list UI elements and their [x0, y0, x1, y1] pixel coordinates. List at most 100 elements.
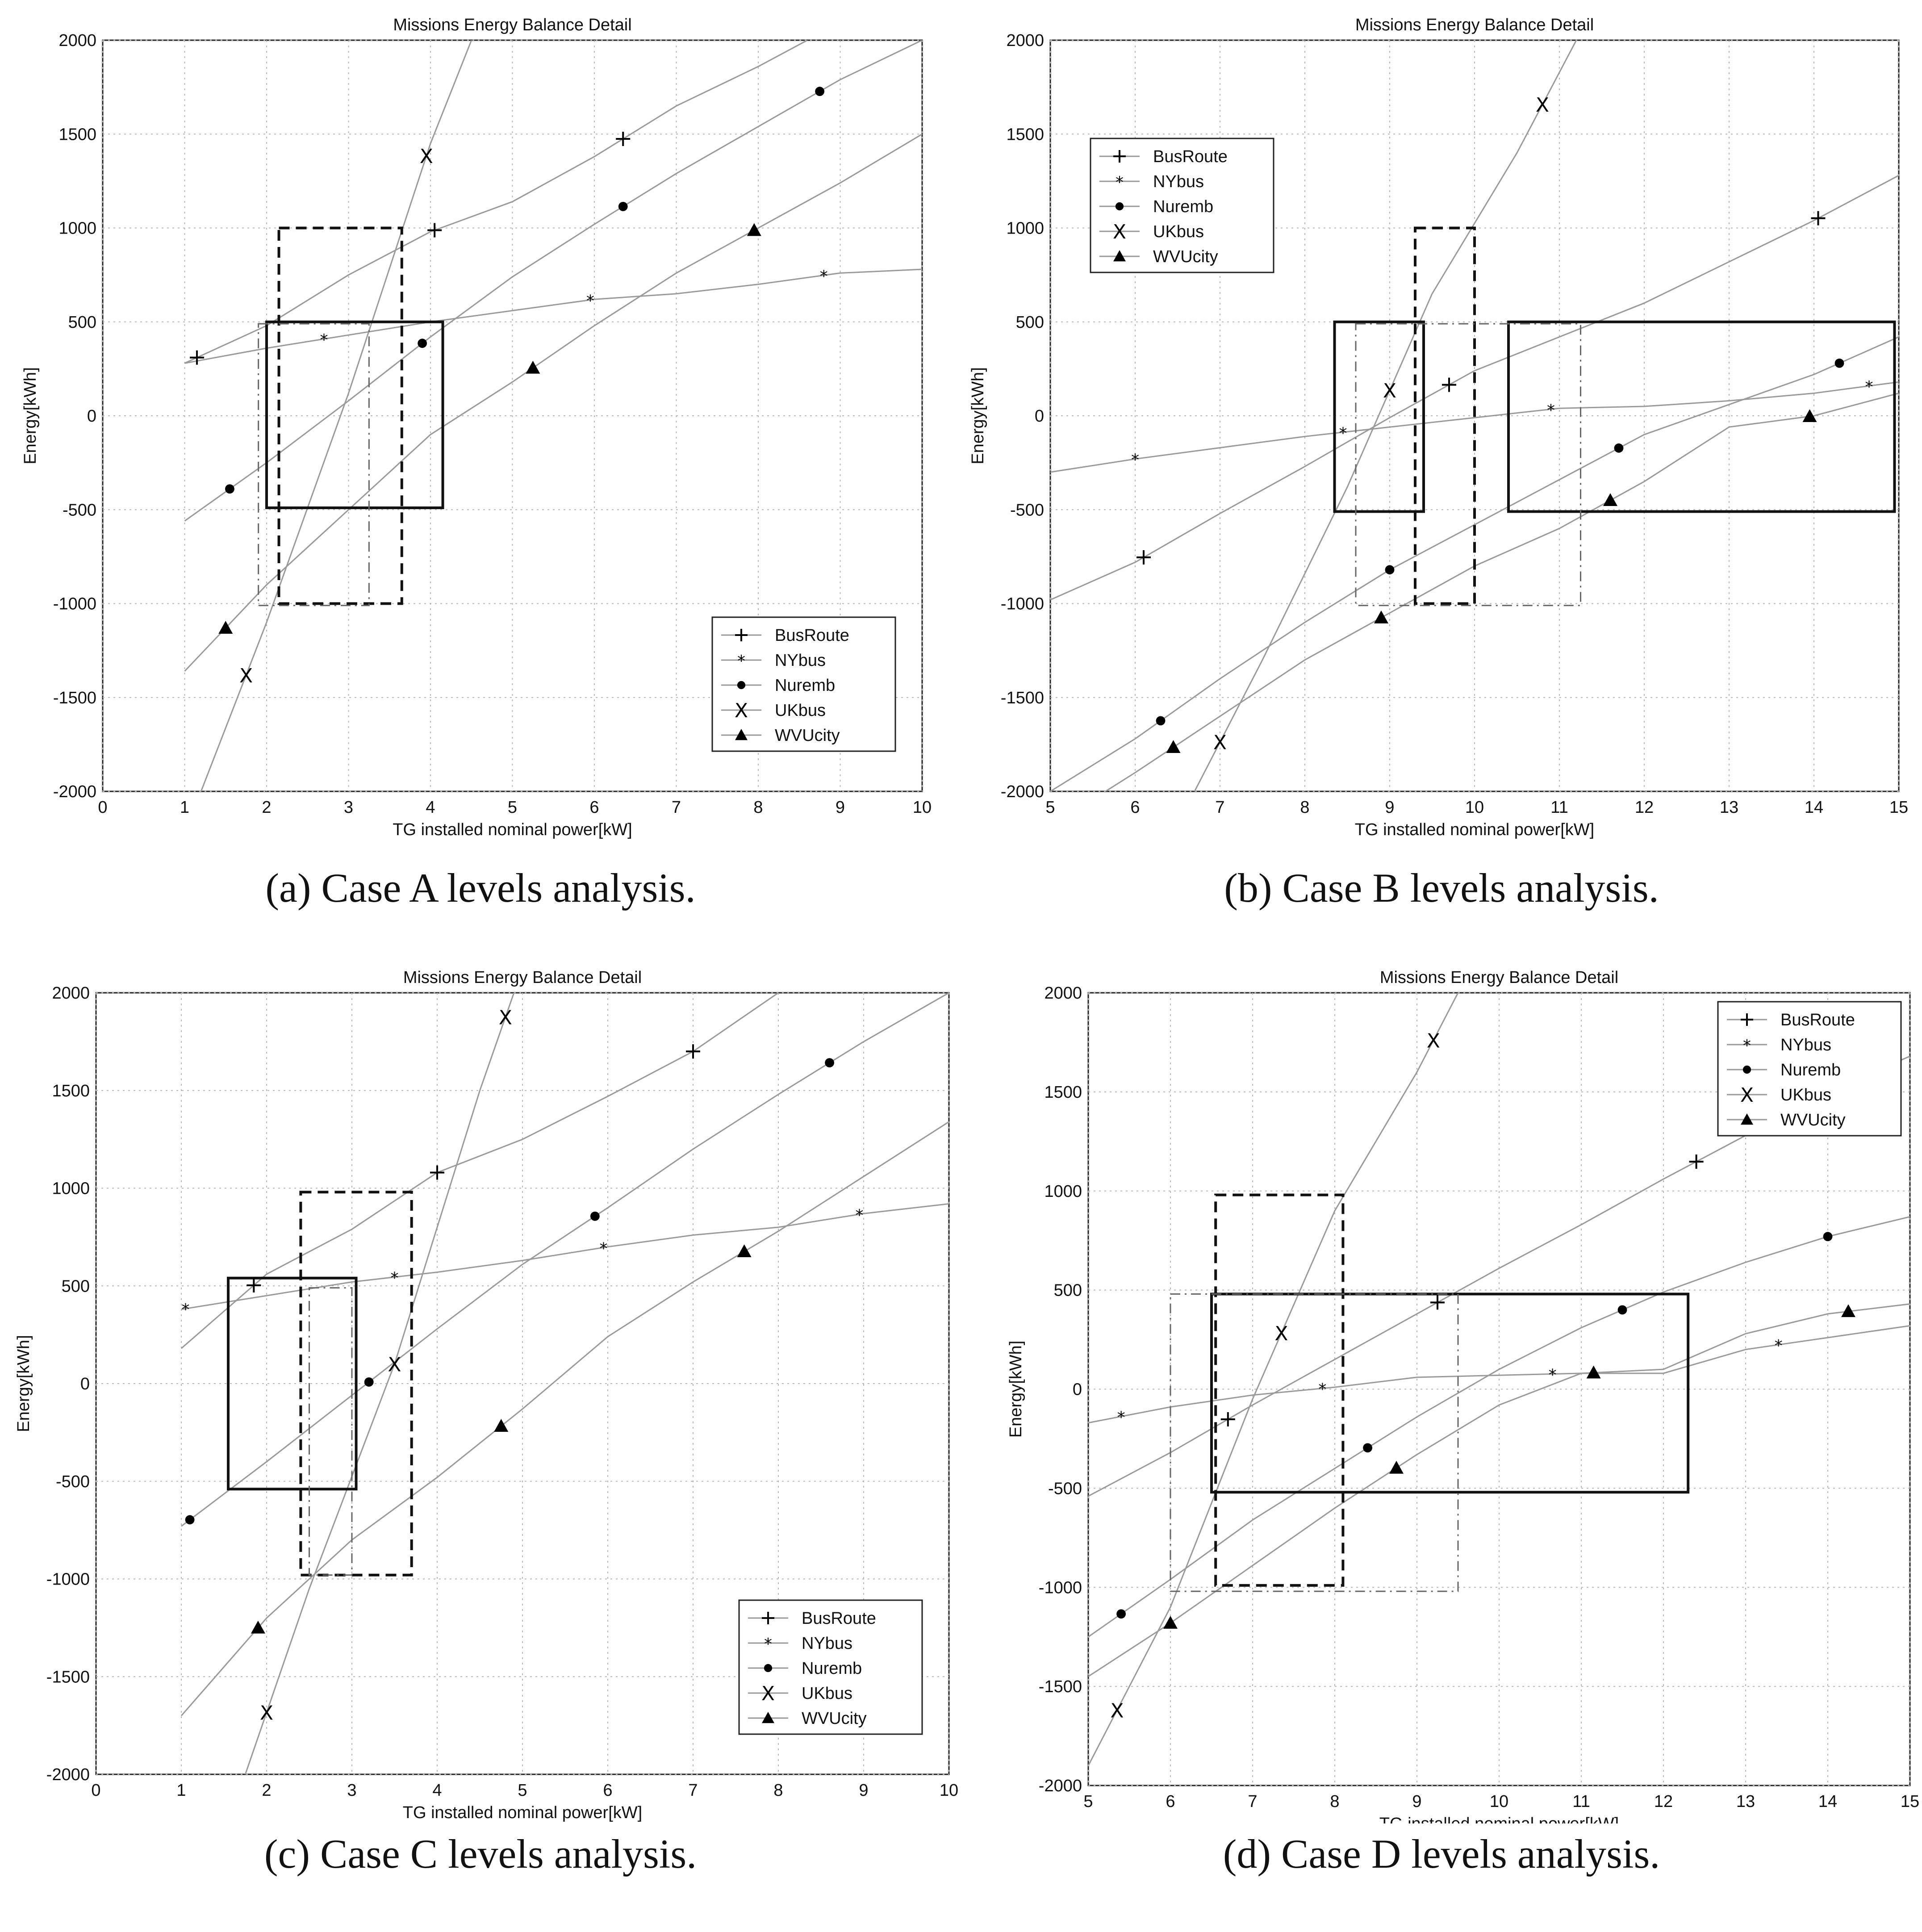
data-marker-nuremb	[618, 201, 628, 211]
x-tick-label: 8	[753, 798, 763, 817]
y-tick-label: -1000	[1001, 595, 1044, 614]
data-marker-nybus: *	[820, 267, 828, 285]
y-tick-label: 0	[1035, 407, 1044, 426]
x-tick-label: 8	[1300, 798, 1309, 817]
x-tick-label: 6	[603, 1781, 612, 1800]
y-tick-label: 500	[1016, 313, 1044, 332]
x-tick-label: 14	[1805, 798, 1823, 817]
data-marker-nybus: *	[855, 1206, 863, 1225]
y-tick-label: 2000	[58, 31, 96, 50]
legend-marker-nybus: *	[1116, 173, 1124, 192]
data-marker-nuremb	[1834, 358, 1844, 368]
y-tick-label: -500	[1048, 1479, 1082, 1498]
y-tick-label: -1000	[46, 1570, 90, 1589]
data-marker-ukbus: X	[420, 145, 433, 168]
x-tick-label: 9	[859, 1781, 868, 1800]
data-marker-wvucity	[1841, 1304, 1855, 1317]
legend-label: NYbus	[802, 1634, 852, 1653]
level-box-solid	[1210, 1292, 1690, 1494]
data-marker-nuremb	[1823, 1232, 1833, 1242]
data-marker-nuremb	[1156, 716, 1166, 726]
legend-label: UKbus	[775, 701, 826, 720]
x-tick-label: 11	[1572, 1792, 1590, 1811]
legend-label: NYbus	[1153, 172, 1204, 191]
legend-marker-nuremb	[764, 1664, 773, 1673]
data-marker-nybus: *	[1131, 451, 1139, 469]
series-line-busroute	[181, 993, 779, 1349]
y-tick-label: 500	[68, 313, 96, 332]
data-marker-nybus: *	[1318, 1380, 1326, 1399]
legend-label: WVUcity	[1153, 247, 1218, 266]
data-marker-nybus: *	[182, 1301, 190, 1319]
x-tick-label: 5	[508, 798, 517, 817]
chart-title: Missions Energy Balance Detail	[1380, 968, 1618, 987]
level-box-dashdot	[1170, 1293, 1459, 1592]
data-marker-wvucity	[1802, 409, 1817, 422]
legend-label: WVUcity	[802, 1709, 867, 1728]
legend-label: BusRoute	[775, 626, 849, 645]
caption: (a) Case A levels analysis.	[265, 865, 696, 911]
data-marker-busroute	[1220, 1412, 1235, 1426]
legend-marker-wvucity	[1113, 250, 1126, 262]
chart-title: Missions Energy Balance Detail	[403, 968, 642, 987]
legend-label: UKbus	[1780, 1086, 1831, 1104]
data-marker-nuremb	[825, 1058, 834, 1068]
chart-panel-b: Missions Energy Balance Detail TG instal…	[961, 0, 1922, 966]
x-tick-label: 5	[1045, 798, 1055, 817]
x-tick-label: 13	[1736, 1792, 1755, 1811]
data-marker-ukbus: X	[388, 1353, 401, 1376]
x-axis-label: TG installed nominal power[kW]	[1355, 820, 1594, 839]
x-tick-label: 12	[1654, 1792, 1673, 1811]
data-marker-nuremb	[1614, 443, 1624, 453]
y-tick-label: -1000	[1039, 1578, 1082, 1597]
legend-marker-busroute	[1741, 1013, 1753, 1026]
legend-label: BusRoute	[1153, 147, 1228, 166]
data-marker-nybus: *	[1865, 378, 1873, 396]
series-line-nybus	[1050, 381, 1899, 473]
y-tick-label: -1000	[53, 595, 96, 614]
chart-panel-d: Missions Energy Balance Detail TG instal…	[961, 966, 1922, 1932]
data-marker-busroute	[1442, 377, 1456, 392]
data-marker-nybus: *	[1549, 1366, 1557, 1384]
y-tick-label: -2000	[1001, 782, 1044, 801]
series-line-ukbus	[200, 40, 472, 791]
series-line-wvucity	[184, 134, 922, 672]
legend-label: Nuremb	[775, 676, 835, 695]
x-tick-label: 4	[426, 798, 435, 817]
x-tick-label: 1	[176, 1781, 186, 1800]
y-axis-label: Energy[kWh]	[21, 367, 40, 464]
x-tick-label: 7	[688, 1781, 698, 1800]
level-box-solid	[1507, 320, 1896, 513]
legend-marker-ukbus: X	[735, 699, 748, 722]
y-tick-label: -1500	[1001, 689, 1044, 707]
x-tick-label: 5	[1083, 1792, 1093, 1811]
data-marker-wvucity	[1603, 493, 1617, 506]
legend-marker-ukbus: X	[1740, 1084, 1754, 1107]
y-tick-label: 2000	[52, 984, 90, 1003]
legend-marker-wvucity	[762, 1712, 774, 1723]
legend-label: Nuremb	[1780, 1061, 1841, 1079]
x-tick-label: 15	[1889, 798, 1908, 817]
chart-panel-c: Missions Energy Balance Detail TG instal…	[0, 966, 961, 1932]
data-marker-wvucity	[1166, 740, 1181, 753]
data-marker-wvucity	[1163, 1616, 1178, 1629]
y-tick-label: 2000	[1006, 31, 1044, 50]
data-marker-busroute	[1689, 1154, 1704, 1169]
series-line-ukbus	[244, 993, 515, 1774]
chart-panel-a: Missions Energy Balance Detail TG instal…	[0, 0, 961, 966]
x-tick-label: 8	[1330, 1792, 1339, 1811]
y-tick-label: -500	[1010, 501, 1044, 519]
legend-marker-nuremb	[1115, 202, 1124, 211]
data-marker-wvucity	[526, 360, 540, 374]
series-line-nybus	[1088, 1325, 1910, 1424]
level-box-solid	[265, 320, 444, 510]
level-box-solid	[1333, 320, 1425, 513]
level-box-dashed	[277, 226, 403, 605]
series-line-nuremb	[184, 40, 922, 522]
data-marker-nybus: *	[320, 331, 328, 349]
y-tick-label: 1500	[52, 1082, 90, 1100]
data-marker-nybus: *	[586, 292, 594, 310]
data-marker-nybus: *	[1547, 401, 1555, 419]
y-tick-label: 500	[62, 1277, 90, 1296]
legend-marker-nuremb	[737, 681, 746, 690]
